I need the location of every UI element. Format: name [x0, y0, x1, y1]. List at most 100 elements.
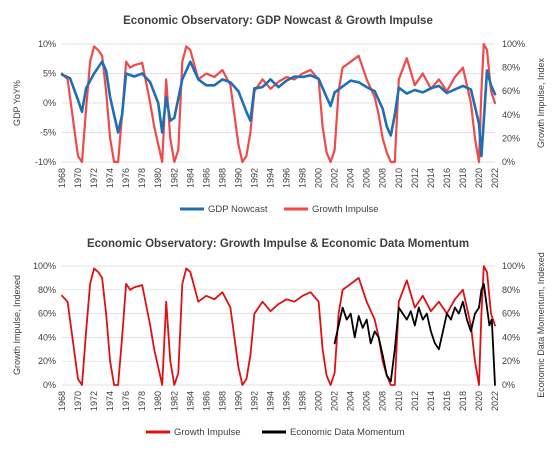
- y-tick-label: 0%: [43, 98, 56, 108]
- x-tick-label: 2010: [394, 168, 404, 188]
- left-axis-ticks: 100% 80% 60% 40% 20% 0%: [33, 261, 56, 390]
- x-tick-label: 2014: [426, 391, 436, 411]
- x-tick-label: 1996: [282, 391, 292, 411]
- x-axis-ticks: 1968 1970 1972 1974 1976 1978 1980 1982 1984 1986…: [57, 391, 500, 411]
- x-tick-label: 1984: [185, 391, 195, 411]
- x-tick-label: 1980: [153, 391, 163, 411]
- y2-tick-label: 20%: [502, 133, 520, 143]
- x-tick-label: 1974: [105, 168, 115, 188]
- y2-tick-label: 80%: [502, 285, 520, 295]
- x-tick-label: 2002: [330, 168, 340, 188]
- x-tick-label: 1978: [137, 391, 147, 411]
- legend-label-growth-impulse: Growth Impulse: [312, 204, 379, 215]
- x-tick-label: 1986: [201, 168, 211, 188]
- x-tick-label: 1984: [185, 168, 195, 188]
- x-tick-label: 1992: [249, 168, 259, 188]
- x-tick-label: 2008: [378, 391, 388, 411]
- y2-tick-label: 80%: [502, 63, 520, 73]
- gridlines: [62, 265, 495, 386]
- x-tick-label: 1988: [217, 391, 227, 411]
- x-tick-label: 1996: [282, 168, 292, 188]
- series-line-growth-impulse: [61, 265, 496, 386]
- y2-tick-label: 40%: [502, 110, 520, 120]
- x-tick-label: 1968: [57, 168, 67, 188]
- legend: GDP Nowcast Growth Impulse: [180, 204, 379, 215]
- chart-title: Economic Observatory: Growth Impulse & E…: [87, 238, 469, 250]
- y2-axis-label: Economic Data Momentum, Indexed: [536, 252, 546, 398]
- x-tick-label: 2018: [458, 391, 468, 411]
- chart-title: Economic Observatory: GDP Nowcast & Grow…: [123, 15, 433, 27]
- x-tick-label: 2000: [314, 168, 324, 188]
- x-tick-label: 2012: [410, 168, 420, 188]
- x-tick-label: 2016: [442, 391, 452, 411]
- x-tick-label: 1994: [265, 168, 275, 188]
- x-tick-label: 1982: [169, 168, 179, 188]
- x-tick-label: 1998: [298, 168, 308, 188]
- y-tick-label: 0%: [43, 380, 56, 390]
- x-tick-label: 1968: [57, 391, 67, 411]
- x-tick-label: 1994: [265, 391, 275, 411]
- y-axis-label: Growth Impulse, Indexed: [12, 275, 22, 375]
- chart-growth-impulse-data-momentum: Economic Observatory: Growth Impulse & E…: [12, 238, 546, 438]
- x-tick-label: 1982: [169, 391, 179, 411]
- x-tick-label: 1972: [89, 168, 99, 188]
- x-tick-label: 2006: [362, 391, 372, 411]
- y-tick-label: 100%: [33, 261, 56, 271]
- x-tick-label: 1992: [249, 391, 259, 411]
- y-tick-label: -10%: [35, 157, 56, 167]
- legend-label-economic-data-momentum: Economic Data Momentum: [290, 427, 405, 438]
- x-tick-label: 1978: [137, 168, 147, 188]
- x-tick-label: 2004: [346, 168, 356, 188]
- series-line-economic-data-momentum: [333, 283, 496, 386]
- x-tick-label: 2018: [458, 168, 468, 188]
- x-tick-label: 1990: [233, 168, 243, 188]
- y2-tick-label: 0%: [502, 380, 515, 390]
- x-tick-label: 2020: [474, 168, 484, 188]
- y-tick-label: 60%: [38, 309, 56, 319]
- y2-tick-label: 0%: [502, 157, 515, 167]
- x-tick-label: 2008: [378, 168, 388, 188]
- right-axis-ticks: 100% 80% 60% 40% 20% 0%: [502, 261, 525, 390]
- y2-axis-label: Growth Impulse, Index: [536, 57, 546, 148]
- legend-label-growth-impulse: Growth Impulse: [174, 427, 241, 438]
- y-tick-label: 20%: [38, 356, 56, 366]
- legend-label-gdp-nowcast: GDP Nowcast: [208, 204, 268, 215]
- series-line-gdp-nowcast: [60, 60, 497, 158]
- x-tick-label: 2010: [394, 391, 404, 411]
- x-tick-label: 1972: [89, 391, 99, 411]
- x-tick-label: 2022: [490, 168, 500, 188]
- x-tick-label: 1976: [121, 168, 131, 188]
- x-tick-label: 1990: [233, 391, 243, 411]
- y-tick-label: -5%: [40, 128, 56, 138]
- y2-tick-label: 60%: [502, 86, 520, 96]
- y-axis-label: GDP YoY%: [12, 80, 22, 126]
- x-tick-label: 2000: [314, 391, 324, 411]
- x-tick-label: 2014: [426, 168, 436, 188]
- chart-gdp-nowcast-growth-impulse: Economic Observatory: GDP Nowcast & Grow…: [12, 15, 546, 215]
- x-axis-ticks: 1968 1970 1972 1974 1976 1978 1980 1982 1984 1986…: [57, 168, 500, 188]
- y-tick-label: 80%: [38, 285, 56, 295]
- x-tick-label: 1986: [201, 391, 211, 411]
- y-tick-label: 10%: [38, 39, 56, 49]
- y-tick-label: 5%: [43, 69, 56, 79]
- x-tick-label: 1988: [217, 168, 227, 188]
- x-tick-label: 1998: [298, 391, 308, 411]
- x-tick-label: 1976: [121, 391, 131, 411]
- x-tick-label: 2020: [474, 391, 484, 411]
- x-tick-label: 1980: [153, 168, 163, 188]
- x-tick-label: 1974: [105, 391, 115, 411]
- y2-tick-label: 100%: [502, 39, 525, 49]
- y2-tick-label: 60%: [502, 309, 520, 319]
- x-tick-label: 2012: [410, 391, 420, 411]
- y2-tick-label: 100%: [502, 261, 525, 271]
- y2-tick-label: 20%: [502, 356, 520, 366]
- x-tick-label: 2004: [346, 391, 356, 411]
- x-tick-label: 1970: [73, 168, 83, 188]
- y2-tick-label: 40%: [502, 332, 520, 342]
- x-tick-label: 1970: [73, 391, 83, 411]
- series-lines: [61, 265, 496, 386]
- x-tick-label: 2016: [442, 168, 452, 188]
- x-tick-label: 2002: [330, 391, 340, 411]
- x-tick-label: 2022: [490, 391, 500, 411]
